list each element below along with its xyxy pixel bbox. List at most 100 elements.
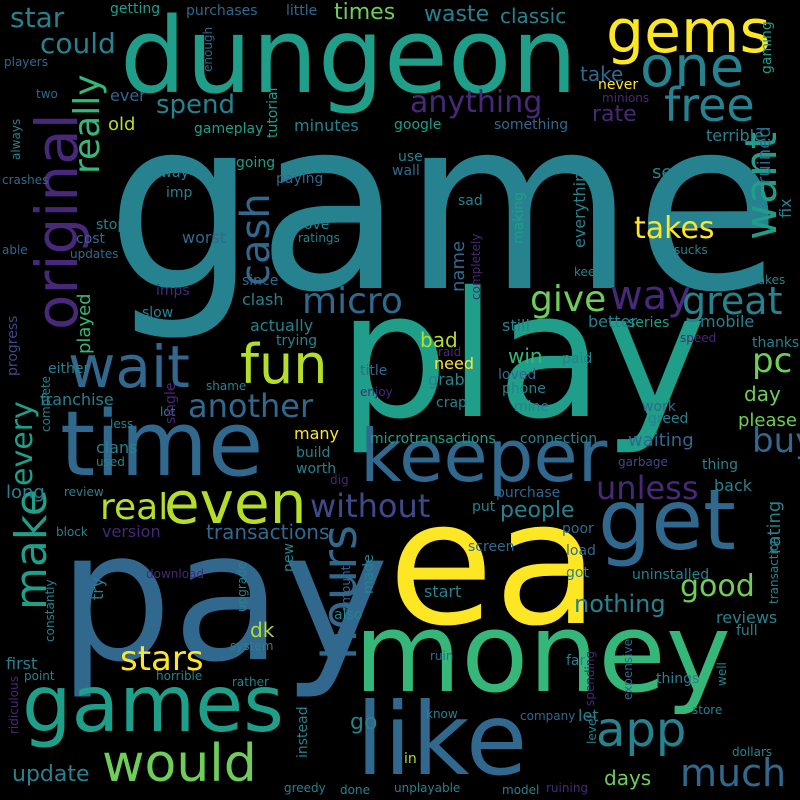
word-much: much <box>680 751 787 795</box>
word-anything: anything <box>410 85 543 120</box>
word-star: star <box>10 1 65 34</box>
word-complete: complete <box>39 375 53 432</box>
word-sad: sad <box>458 193 483 209</box>
word-worth: worth <box>296 461 337 477</box>
word-old: old <box>108 114 136 135</box>
word-connection: connection <box>520 431 598 447</box>
word-wall: wall <box>392 163 420 179</box>
word-every: every <box>5 401 40 486</box>
word-two: two <box>36 87 58 101</box>
word-thanks: thanks <box>752 335 800 351</box>
word-in: in <box>404 751 417 767</box>
word-download: download <box>146 567 205 581</box>
word-dig: dig <box>330 473 349 487</box>
word-free: free <box>664 78 755 132</box>
word-well: well <box>715 662 729 686</box>
word-classic: classic <box>500 4 567 28</box>
word-take: take <box>580 62 624 86</box>
word-garbage: garbage <box>618 455 668 469</box>
word-use: use <box>398 149 423 165</box>
word-enjoy: enjoy <box>360 385 393 399</box>
word-ruining: ruining <box>546 781 589 795</box>
word-wait: wait <box>68 333 190 401</box>
word-makes: makes <box>746 273 786 287</box>
word-full: full <box>736 623 758 639</box>
word-level: level <box>585 715 599 744</box>
word-grab: grab <box>428 370 465 389</box>
word-crap: crap <box>436 395 467 411</box>
word-expensive: expensive <box>621 639 635 700</box>
word-ratings: ratings <box>298 231 340 245</box>
word-single: single <box>163 382 179 424</box>
word-like: like <box>356 681 528 798</box>
word-instead: instead <box>295 706 311 758</box>
word-many: many <box>294 424 339 443</box>
word-back: back <box>714 476 753 495</box>
word-going: going <box>236 155 276 171</box>
word-updates: updates <box>70 247 119 261</box>
word-good: good <box>680 569 755 604</box>
word-pc: pc <box>752 341 793 381</box>
word-trying: trying <box>276 333 318 349</box>
word-start: start <box>424 582 462 601</box>
word-real: real <box>100 487 169 528</box>
word-also: also <box>334 607 363 623</box>
word-purchases: purchases <box>186 3 258 19</box>
word-waiting: waiting <box>628 430 694 451</box>
word-money: money <box>354 589 731 717</box>
word-love: love <box>300 217 330 233</box>
word-crashes: crashes <box>2 173 49 187</box>
word-done: done <box>340 783 370 797</box>
word-able: able <box>2 243 28 257</box>
word-lot: lot <box>160 405 176 419</box>
word-away: away <box>152 165 189 181</box>
word-keeper: keeper <box>360 414 608 498</box>
word-google: google <box>394 117 442 133</box>
word-without: without <box>310 487 431 525</box>
word-rather: rather <box>232 675 269 689</box>
word-long: long <box>6 482 45 503</box>
word-played: played <box>74 293 95 354</box>
word-terrible: terrible <box>706 126 764 145</box>
word-got: got <box>566 565 589 581</box>
word-poor: poor <box>562 521 594 537</box>
word-buy: buy <box>752 421 800 461</box>
word-waste: waste <box>424 2 490 27</box>
word-win: win <box>508 344 543 368</box>
word-work: work <box>642 399 676 415</box>
word-progress: progress <box>5 315 21 376</box>
word-never: never <box>598 77 639 93</box>
word-ridiculous: ridiculous <box>7 676 21 734</box>
word-uninstalled: uninstalled <box>632 567 710 583</box>
word-purchase: purchase <box>496 485 561 501</box>
word-everything: everything <box>570 161 589 248</box>
word-micro: micro <box>302 281 403 322</box>
word-players: players <box>4 55 48 69</box>
word-getting: getting <box>110 1 161 17</box>
word-greedy: greedy <box>284 781 326 795</box>
word-please: please <box>738 410 797 431</box>
word-review: review <box>64 485 104 499</box>
word-first: first <box>6 654 38 673</box>
word-ever: ever <box>110 86 146 105</box>
word-rate: rate <box>592 102 637 127</box>
word-nothing: nothing <box>574 590 666 618</box>
word-clash: clash <box>242 290 284 309</box>
word-one: one <box>640 35 745 100</box>
word-model: model <box>502 783 540 797</box>
word-raid: raid <box>438 345 462 359</box>
word-point: point <box>24 669 55 683</box>
word-new: new <box>281 543 297 572</box>
word-transaction: transaction <box>767 536 781 604</box>
word-dollars: dollars <box>732 745 773 759</box>
word-way: way <box>610 273 691 319</box>
word-series: series <box>628 315 670 331</box>
word-horrible: horrible <box>156 669 203 683</box>
word-ruin: ruin <box>430 649 454 663</box>
word-worst: worst <box>182 228 227 247</box>
word-paying: paying <box>276 171 324 187</box>
word-used: used <box>96 455 125 469</box>
word-time: time <box>60 392 264 497</box>
word-know: know <box>426 707 458 721</box>
word-would: would <box>102 734 257 794</box>
